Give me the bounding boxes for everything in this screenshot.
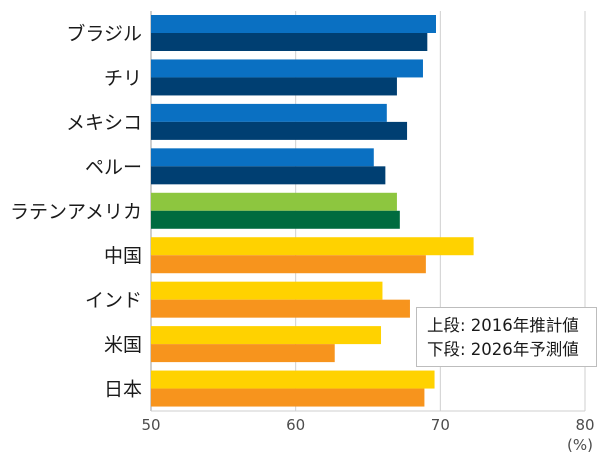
x-tick-label: 80 xyxy=(575,416,594,434)
category-label: チリ xyxy=(104,67,142,89)
category-label: インド xyxy=(85,290,142,312)
x-tick-label: 50 xyxy=(141,416,160,434)
bar-lower-1 xyxy=(151,77,397,96)
bar-upper-2 xyxy=(151,103,387,122)
unit-label: (%) xyxy=(567,436,593,454)
bar-upper-5 xyxy=(151,237,474,256)
bar-lower-2 xyxy=(151,121,408,140)
bar-upper-6 xyxy=(151,281,383,300)
bar-upper-0 xyxy=(151,15,436,33)
x-tick-label: 70 xyxy=(431,416,450,434)
bar-upper-1 xyxy=(151,59,423,78)
legend-line-upper: 上段: 2016年推計値 xyxy=(427,316,579,335)
bar-lower-7 xyxy=(151,344,335,363)
category-label: 日本 xyxy=(104,379,142,401)
bar-upper-7 xyxy=(151,326,382,345)
bar-lower-5 xyxy=(151,255,426,274)
bar-lower-6 xyxy=(151,299,410,318)
category-label: ラテンアメリカ xyxy=(10,201,142,223)
legend-box: 上段: 2016年推計値 下段: 2026年予測値 xyxy=(416,307,597,367)
tick-labels: 50 60 70 80 xyxy=(141,416,594,434)
category-label: ペルー xyxy=(85,156,142,178)
category-label: 米国 xyxy=(104,334,142,356)
bar-lower-3 xyxy=(151,166,386,185)
bar-upper-8 xyxy=(151,370,435,389)
category-label: ブラジル xyxy=(66,22,142,45)
bar-lower-4 xyxy=(151,210,400,229)
legend-line-lower: 下段: 2026年予測値 xyxy=(427,340,579,359)
bar-upper-3 xyxy=(151,148,374,167)
bar-upper-4 xyxy=(151,192,397,211)
bar-lower-0 xyxy=(151,33,428,51)
bars xyxy=(151,15,474,407)
category-label: メキシコ xyxy=(66,112,142,134)
category-label: 中国 xyxy=(104,245,142,267)
bar-lower-8 xyxy=(151,388,425,407)
x-tick-label: 60 xyxy=(286,416,305,434)
